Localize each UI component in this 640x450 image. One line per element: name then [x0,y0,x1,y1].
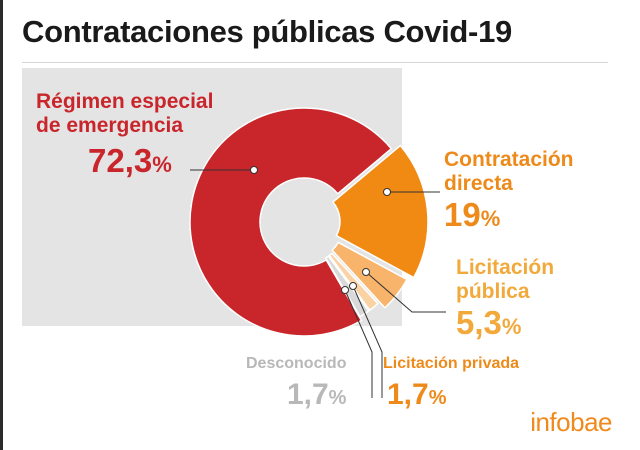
label-regimen-especial: Régimen especial de emergencia 72,3% [36,90,213,184]
value-licitacion-privada: 1,7% [387,378,519,415]
value-regimen-number: 72,3 [88,142,153,179]
label-desconocido-text: Desconocido [246,355,347,372]
slice-contratacion-directa [331,144,429,279]
leader-dot-licitacion-privada [349,282,357,290]
value-publica-number: 5,3 [456,304,502,341]
leader-line-licitacion-publica [365,271,446,313]
value-directa-number: 19 [444,196,481,233]
slice-regimen-especial [189,107,393,337]
value-directa-unit: % [480,206,501,231]
value-desconocido: 1,7% [246,378,347,415]
label-contratacion-directa: Contratación directa 19% [444,148,574,238]
chart-title: Contrataciones públicas Covid-19 [22,14,512,49]
value-desconocido-unit: % [328,387,347,409]
label-licitacion-privada: Licitación privada 1,7% [383,354,519,415]
value-privada-unit: % [428,387,447,409]
leader-dot-contratacion-directa [383,188,391,196]
label-licitacion-publica: Licitación pública 5,3% [456,256,554,346]
value-contratacion-directa: 19% [444,196,574,238]
leader-line-licitacion-privada [352,285,383,398]
leader-dot-desconocido [341,286,349,294]
label-directa-line2: directa [444,172,513,195]
left-border [0,0,3,450]
leader-line-desconocido [344,289,373,398]
value-privada-number: 1,7 [387,378,429,411]
value-licitacion-publica: 5,3% [456,304,554,346]
label-publica-line2: pública [456,280,530,303]
slice-desconocido [324,255,370,318]
leader-dot-licitacion-publica [362,268,370,276]
value-publica-unit: % [501,314,522,339]
label-directa-line1: Contratación [444,148,574,171]
value-regimen-especial: 72,3% [88,142,213,184]
label-publica-line1: Licitación [456,256,555,279]
value-desconocido-number: 1,7 [286,378,329,411]
slice-licitacion-privada [328,252,379,312]
label-regimen-line1: Régimen especial [36,90,214,113]
infobae-logo: infobae [530,407,612,437]
leader-dot-regimen-especial [250,166,258,174]
title-divider [22,62,608,63]
label-regimen-line2: de emergencia [36,114,184,137]
label-desconocido: Desconocido 1,7% [246,354,346,415]
label-privada-text: Licitación privada [383,355,520,372]
value-regimen-unit: % [152,152,172,177]
